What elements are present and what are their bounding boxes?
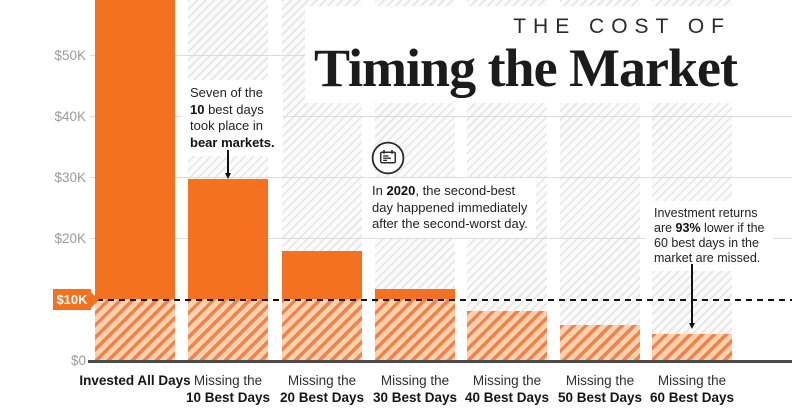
calendar-icon: [371, 141, 405, 175]
annotation-text: In: [372, 183, 387, 198]
annotation-text-bold: 93%: [675, 221, 701, 235]
annotation-text: day happened immediately: [372, 199, 528, 215]
bar-solid-1: [188, 179, 268, 299]
annotation-text-bold: 10: [190, 101, 205, 117]
annotation-2020: In 2020, the second-best day happened im…: [364, 178, 536, 238]
bar-hatched-0: [95, 299, 175, 360]
x-label-6: Missing the 60 Best Days: [649, 373, 735, 405]
page-title: Timing the Market: [314, 38, 738, 98]
bar-solid-3: [375, 289, 455, 299]
y-tick-$20K: $20K: [54, 231, 86, 246]
x-label-0: Invested All Days: [79, 373, 191, 388]
column-hatch-1: [188, 0, 268, 360]
bar-hatched-6: [652, 334, 732, 360]
x-label-2: Missing the 20 Best Days: [279, 373, 365, 405]
annotation-arrow-down: [688, 264, 695, 329]
x-axis-baseline: [88, 360, 792, 363]
annotation-text: took place in: [190, 118, 263, 133]
title-kicker: THE COST OF: [513, 15, 731, 38]
x-label-4: Missing the 40 Best Days: [464, 373, 550, 405]
x-label-1: Missing the 10 Best Days: [185, 373, 271, 405]
bar-hatched-5: [560, 325, 640, 360]
title-box: THE COST OF Timing the Market: [305, 6, 800, 103]
annotation-text-bold: 2020: [386, 183, 416, 198]
annotation-text: market are missed.: [654, 251, 761, 265]
column-hatch-0: [95, 0, 175, 360]
bar-hatched-4: [467, 311, 547, 360]
y-tick-$0: $0: [70, 353, 86, 368]
bar-hatched-1: [188, 299, 268, 360]
annotation-text: Investment returns: [654, 206, 758, 220]
y-tick-$50K: $50K: [54, 48, 86, 63]
x-label-5: Missing the 50 Best Days: [557, 373, 643, 405]
bar-hatched-3: [375, 299, 455, 360]
annotation-returns: Investment returns are 93% lower if the …: [646, 201, 773, 271]
annotation-text: lower if the: [700, 221, 765, 235]
bar-solid-2: [282, 251, 362, 299]
annotation-text-bold: bear markets.: [190, 134, 275, 150]
annotation-text: after the second-worst day.: [372, 216, 528, 231]
reference-line-10k: [97, 299, 792, 301]
y-tick-$40K: $40K: [54, 109, 86, 124]
annotation-text: 60 best days in the: [654, 236, 759, 250]
annotation-text: , the second-best: [415, 183, 516, 198]
bar-solid-0: [95, 0, 175, 299]
y-tick-$30K: $30K: [54, 170, 86, 185]
annotation-text: Seven of the: [190, 85, 263, 100]
bar-hatched-2: [282, 299, 362, 360]
annotation-text: are: [654, 221, 676, 235]
x-label-3: Missing the 30 Best Days: [372, 373, 458, 405]
annotation-bear-markets: Seven of the 10 best days took place in …: [182, 80, 283, 156]
annotation-text: best days: [204, 101, 264, 117]
y-tick-badge-10k: $10K: [53, 289, 99, 310]
annotation-arrow-down: [224, 150, 231, 179]
